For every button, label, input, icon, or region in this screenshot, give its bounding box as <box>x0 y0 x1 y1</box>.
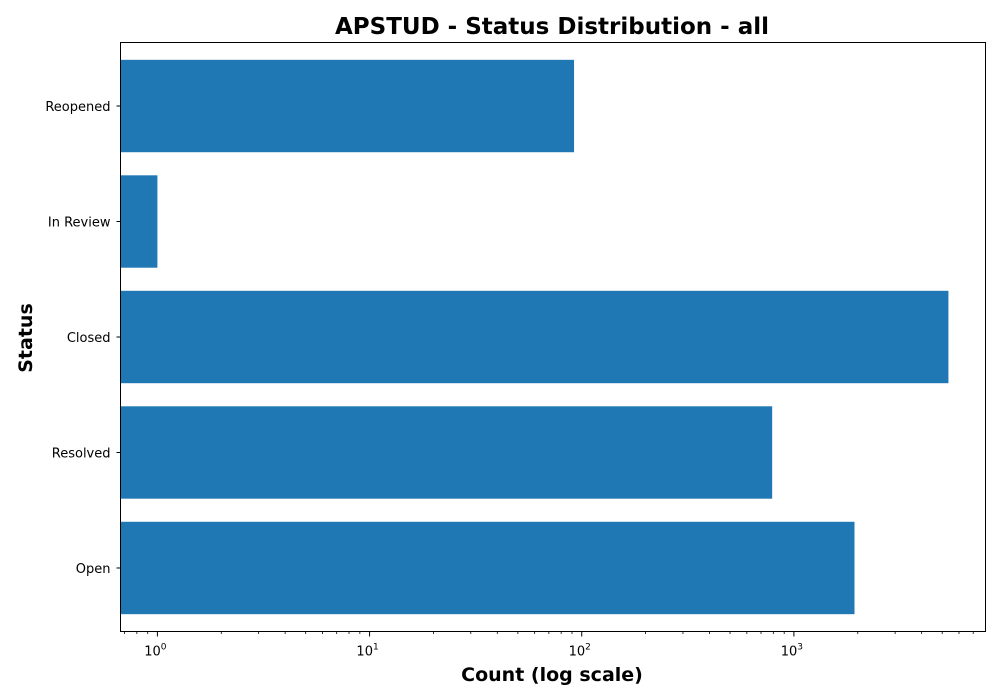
y-axis-label: Status <box>15 303 37 373</box>
y-tick-label: Open <box>76 562 111 577</box>
bars-group <box>120 59 949 615</box>
y-tick-label: Closed <box>67 331 111 346</box>
bar-in-review <box>120 175 158 268</box>
x-tick-label: 101 <box>356 643 378 660</box>
y-tick-label: In Review <box>48 216 111 231</box>
bar-closed <box>120 290 949 384</box>
bar-resolved <box>120 406 773 499</box>
y-tick-label: Reopened <box>45 100 110 115</box>
bar-reopened <box>120 59 575 153</box>
x-tick-label: 103 <box>781 643 803 660</box>
x-tick-label: 100 <box>144 643 167 660</box>
y-axis-ticks: Open Resolved Closed In Review Reopened <box>45 100 121 577</box>
x-axis-label: Count (log scale) <box>461 664 643 686</box>
bar-open <box>120 521 855 615</box>
axes-frame <box>120 42 986 632</box>
chart-title: APSTUD - Status Distribution - all <box>335 14 769 40</box>
y-tick-label: Resolved <box>52 446 111 461</box>
x-axis-ticks: 100 101 102 103 <box>144 631 803 660</box>
x-tick-label: 102 <box>569 643 591 660</box>
